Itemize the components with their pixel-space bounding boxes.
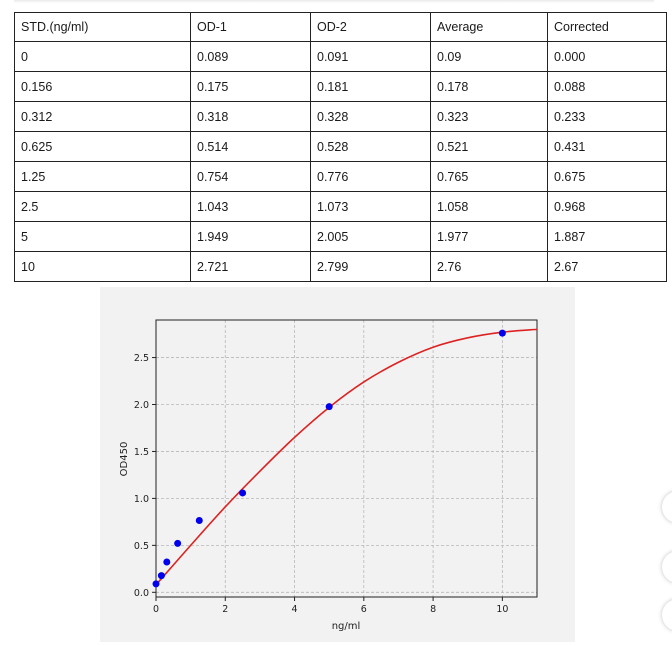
table-cell: 1.977 xyxy=(430,221,548,252)
y-tick-label: 2.5 xyxy=(134,353,149,364)
x-tick-label: 0 xyxy=(153,604,159,615)
data-point xyxy=(152,580,160,588)
data-point xyxy=(195,516,203,524)
table-row: 5 1.949 2.005 1.977 1.887 xyxy=(14,221,667,252)
table-cell: 10 xyxy=(14,251,191,282)
table-row: 2.5 1.043 1.073 1.058 0.968 xyxy=(14,191,667,222)
x-tick-label: 10 xyxy=(496,604,508,615)
table-cell: 1.058 xyxy=(430,191,548,222)
table-cell: 1.887 xyxy=(547,221,667,252)
data-point xyxy=(325,403,333,411)
header-corrected: Corrected xyxy=(547,12,667,42)
x-tick-label: 6 xyxy=(361,604,367,615)
table-row: 0.625 0.514 0.528 0.521 0.431 xyxy=(14,131,667,162)
table-cell: 1.949 xyxy=(190,221,311,252)
table-cell: 2.67 xyxy=(547,251,667,282)
data-point xyxy=(157,572,165,580)
table-cell: 0.765 xyxy=(430,161,548,192)
data-point xyxy=(498,329,506,337)
table-cell: 0.178 xyxy=(430,71,548,102)
side-circle-button[interactable] xyxy=(662,599,672,631)
header-od1: OD-1 xyxy=(190,12,311,42)
table-cell: 0.318 xyxy=(190,101,311,132)
table-cell: 0.091 xyxy=(310,41,431,72)
table-cell: 1.25 xyxy=(14,161,191,192)
ticks-layer: 0 2 4 6 8 10 0.0 0.5 1.0 1.5 2.0 2.5 xyxy=(134,353,509,615)
table-cell: 0.323 xyxy=(430,101,548,132)
x-tick-label: 2 xyxy=(222,604,228,615)
header-od2: OD-2 xyxy=(310,12,431,42)
table-cell: 1.043 xyxy=(190,191,311,222)
table-body: 0 0.089 0.091 0.09 0.000 0.156 0.175 0.181 0.178… xyxy=(14,41,667,282)
table-cell: 2.5 xyxy=(14,191,191,222)
table-cell: 0.312 xyxy=(14,101,191,132)
table-row: 10 2.721 2.799 2.76 2.67 xyxy=(14,251,667,282)
standard-curve-chart: 0 2 4 6 8 10 0.0 0.5 1.0 1.5 2.0 2.5 ng/ml OD450 xyxy=(119,319,538,632)
table-cell: 0.088 xyxy=(547,71,667,102)
table-cell: 0.776 xyxy=(310,161,431,192)
table-cell: 1.073 xyxy=(310,191,431,222)
data-point xyxy=(239,489,247,497)
table-cell: 0.754 xyxy=(190,161,311,192)
table-cell: 0.09 xyxy=(430,41,548,72)
table-cell: 0.000 xyxy=(547,41,667,72)
y-tick-label: 0.5 xyxy=(134,541,149,552)
header-std: STD.(ng/ml) xyxy=(14,12,191,42)
table-cell: 0.528 xyxy=(310,131,431,162)
y-axis-label: OD450 xyxy=(119,442,130,477)
table-cell: 0.233 xyxy=(547,101,667,132)
y-tick-label: 1.5 xyxy=(134,447,149,458)
table-cell: 0.521 xyxy=(430,131,548,162)
table-header-row: STD.(ng/ml) OD-1 OD-2 Average Corrected xyxy=(14,12,667,42)
table-cell: 2.76 xyxy=(430,251,548,282)
grid-layer xyxy=(155,320,537,597)
points-layer xyxy=(152,329,506,588)
table-row: 0.156 0.175 0.181 0.178 0.088 xyxy=(14,71,667,102)
table-cell: 0.675 xyxy=(547,161,667,192)
y-tick-label: 1.0 xyxy=(134,494,149,505)
y-tick-label: 0.0 xyxy=(134,588,149,599)
fit-curve xyxy=(155,328,538,586)
table-cell: 2.005 xyxy=(310,221,431,252)
table-row: 0.312 0.318 0.328 0.323 0.233 xyxy=(14,101,667,132)
y-tick-label: 2.0 xyxy=(134,400,149,411)
table-cell: 5 xyxy=(14,221,191,252)
x-axis-label: ng/ml xyxy=(332,621,361,632)
table-cell: 0.089 xyxy=(190,41,311,72)
standard-curve-table: STD.(ng/ml) OD-1 OD-2 Average Corrected … xyxy=(14,12,667,282)
table-cell: 0.514 xyxy=(190,131,311,162)
data-point xyxy=(163,558,171,566)
side-circle-button[interactable] xyxy=(662,491,672,523)
x-tick-label: 8 xyxy=(430,604,436,615)
table-row: 0 0.089 0.091 0.09 0.000 xyxy=(14,41,667,72)
table-cell: 0 xyxy=(14,41,191,72)
plot-area-frame xyxy=(155,319,538,598)
table-cell: 0.181 xyxy=(310,71,431,102)
table-cell: 0.175 xyxy=(190,71,311,102)
table-row: 1.25 0.754 0.776 0.765 0.675 xyxy=(14,161,667,192)
table-cell: 0.328 xyxy=(310,101,431,132)
top-strip xyxy=(14,0,654,3)
data-point xyxy=(174,539,182,547)
plot-panel: 0 2 4 6 8 10 0.0 0.5 1.0 1.5 2.0 2.5 ng/ml OD450 xyxy=(100,287,575,642)
table-cell: 0.156 xyxy=(14,71,191,102)
table-cell: 0.431 xyxy=(547,131,667,162)
table-cell: 2.721 xyxy=(190,251,311,282)
table-cell: 0.625 xyxy=(14,131,191,162)
table-cell: 0.968 xyxy=(547,191,667,222)
header-average: Average xyxy=(430,12,548,42)
side-circle-button[interactable] xyxy=(662,551,672,583)
x-tick-label: 4 xyxy=(292,604,298,615)
table-cell: 2.799 xyxy=(310,251,431,282)
